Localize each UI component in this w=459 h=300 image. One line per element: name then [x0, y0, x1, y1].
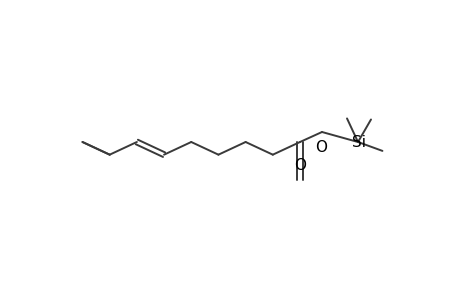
Text: Si: Si	[351, 134, 365, 149]
Text: O: O	[293, 158, 305, 173]
Text: O: O	[314, 140, 326, 155]
